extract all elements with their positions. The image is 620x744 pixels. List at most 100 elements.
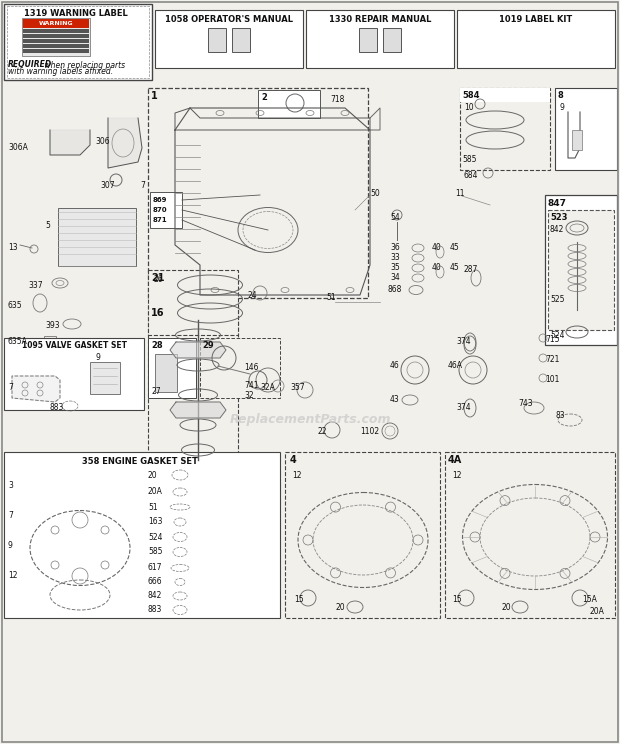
Text: 357: 357 (290, 383, 304, 393)
Text: 146: 146 (244, 364, 259, 373)
Bar (4, 452, 280, 618)
Text: 12: 12 (452, 470, 461, 479)
Bar (460, 88, 550, 170)
Bar (460, 88, 550, 102)
Bar (4, 4, 152, 80)
Text: 40: 40 (432, 243, 441, 252)
Text: 9: 9 (8, 540, 13, 550)
Text: 741: 741 (244, 380, 259, 390)
Text: REQUIRED: REQUIRED (8, 60, 52, 69)
Text: 28: 28 (151, 341, 162, 350)
Text: 337: 337 (28, 280, 43, 289)
Text: 20A: 20A (590, 608, 605, 617)
Bar (359, 28, 377, 52)
Bar (23, 49, 89, 53)
Text: 26: 26 (153, 275, 162, 284)
Bar (23, 39, 89, 42)
Bar (232, 28, 250, 52)
Bar (90, 362, 120, 394)
Text: 9: 9 (95, 353, 100, 362)
Bar (23, 34, 89, 37)
Text: 869: 869 (153, 197, 167, 203)
Text: 374: 374 (456, 403, 471, 412)
Text: 15A: 15A (582, 595, 597, 604)
Text: 585: 585 (148, 548, 162, 557)
Text: 584: 584 (462, 92, 479, 100)
Text: 51: 51 (148, 502, 157, 512)
Text: 1330 REPAIR MANUAL: 1330 REPAIR MANUAL (329, 14, 431, 24)
Bar (545, 195, 617, 345)
Text: 358 ENGINE GASKET SET: 358 ENGINE GASKET SET (82, 457, 198, 466)
Bar (7, 6, 149, 78)
Text: 3: 3 (8, 481, 13, 490)
Text: 7: 7 (140, 181, 145, 190)
Text: 4: 4 (290, 455, 297, 465)
Bar (148, 88, 368, 298)
Text: 20A: 20A (148, 487, 163, 496)
Text: 5: 5 (45, 220, 50, 229)
Text: 2: 2 (261, 92, 267, 101)
Text: 9: 9 (560, 103, 565, 112)
Text: 1095 VALVE GASKET SET: 1095 VALVE GASKET SET (22, 341, 126, 350)
Bar (383, 28, 401, 52)
Text: 33: 33 (390, 254, 400, 263)
Text: 50: 50 (370, 188, 379, 197)
Text: when replacing parts: when replacing parts (42, 60, 125, 69)
Text: 43: 43 (390, 396, 400, 405)
Text: 1058 OPERATOR'S MANUAL: 1058 OPERATOR'S MANUAL (165, 14, 293, 24)
Text: 585: 585 (462, 155, 477, 164)
Polygon shape (108, 118, 142, 168)
Text: 45: 45 (450, 243, 460, 252)
Text: 24: 24 (248, 290, 258, 300)
Text: 307: 307 (100, 181, 115, 190)
Bar (4, 338, 144, 410)
Text: with warning labels affixed.: with warning labels affixed. (8, 68, 113, 77)
Text: 7: 7 (8, 383, 13, 393)
Text: 40: 40 (432, 263, 441, 272)
Text: 45: 45 (450, 263, 460, 272)
Polygon shape (170, 342, 226, 358)
Text: 32: 32 (244, 391, 254, 400)
Bar (200, 338, 280, 398)
Text: 15: 15 (452, 595, 462, 604)
Text: 20: 20 (335, 603, 345, 612)
Text: 393: 393 (45, 321, 60, 330)
Text: 871: 871 (153, 217, 167, 223)
Text: 842: 842 (550, 225, 564, 234)
Text: ReplacementParts.com: ReplacementParts.com (229, 414, 391, 426)
Text: 10: 10 (464, 103, 474, 112)
Text: 32A: 32A (260, 383, 275, 393)
Text: 20: 20 (502, 603, 512, 612)
Text: 635A: 635A (8, 338, 28, 347)
Text: 101: 101 (545, 376, 559, 385)
Text: 36: 36 (390, 243, 400, 252)
Bar (148, 270, 238, 335)
Text: 35: 35 (390, 263, 400, 272)
Text: 54: 54 (390, 214, 400, 222)
Text: 306: 306 (95, 138, 110, 147)
Text: 524: 524 (148, 533, 162, 542)
Bar (148, 305, 238, 470)
Bar (445, 452, 615, 618)
Text: 12: 12 (8, 571, 17, 580)
Text: 20: 20 (148, 470, 157, 479)
Text: 525: 525 (550, 295, 564, 304)
Text: 46A: 46A (448, 361, 463, 370)
Text: 306A: 306A (8, 143, 28, 152)
Text: 1019 LABEL KIT: 1019 LABEL KIT (499, 14, 573, 24)
Polygon shape (12, 376, 60, 402)
Bar (285, 452, 440, 618)
Bar (150, 192, 182, 228)
Bar (148, 338, 196, 398)
Text: 22: 22 (318, 428, 327, 437)
Bar (23, 29, 89, 33)
Text: WARNING: WARNING (38, 21, 73, 26)
Bar (44, 336, 56, 354)
Text: 847: 847 (547, 199, 566, 208)
Text: 883: 883 (50, 403, 64, 412)
Text: 29: 29 (202, 341, 214, 350)
Text: 666: 666 (148, 577, 162, 586)
Text: 13: 13 (8, 243, 17, 252)
Bar (22, 18, 90, 56)
Text: 617: 617 (148, 563, 162, 572)
